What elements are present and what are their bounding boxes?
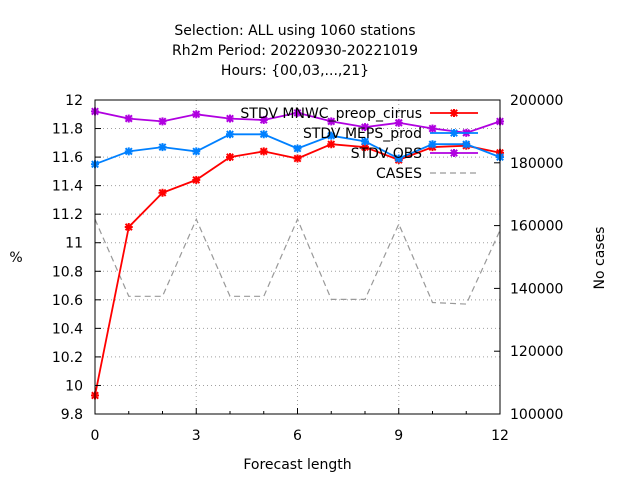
y-tick-label: 12 xyxy=(65,93,83,109)
data-point xyxy=(361,137,369,146)
data-point xyxy=(428,124,437,133)
x-axis-label: Forecast length xyxy=(243,457,351,473)
data-point xyxy=(327,117,336,126)
y2-tick-label: 160000 xyxy=(510,219,563,235)
x-tick-label: 6 xyxy=(293,428,302,444)
series-3 xyxy=(94,217,501,305)
y2-tick-label: 200000 xyxy=(510,93,563,109)
data-point xyxy=(293,144,302,153)
data-point xyxy=(259,130,268,139)
y2-tick-label: 120000 xyxy=(510,344,563,360)
data-point xyxy=(394,118,403,127)
y-tick-label: 11.4 xyxy=(52,179,83,195)
y-tick-label: 10.2 xyxy=(52,350,83,366)
legend: STDV MNWC_preop_cirrus STDV MEPS_prod STDV… xyxy=(240,106,478,182)
data-point xyxy=(293,154,302,163)
data-point xyxy=(226,114,234,123)
data-point xyxy=(124,114,133,123)
series-2 xyxy=(91,107,504,137)
title-line: Selection: ALL using 1060 stations xyxy=(174,23,415,39)
legend-marker xyxy=(450,149,458,157)
legend-label: STDV MNWC_preop_cirrus xyxy=(240,106,422,122)
data-point xyxy=(361,123,369,132)
y-tick-label: 10.6 xyxy=(52,293,83,309)
y-tick-label: 9.8 xyxy=(61,407,83,423)
y2-tick-label: 100000 xyxy=(510,407,563,423)
data-point xyxy=(192,175,201,184)
data-point xyxy=(158,143,167,152)
data-point xyxy=(259,147,268,156)
legend-label: CASES xyxy=(376,166,422,182)
legend-entry: STDV MEPS_prod xyxy=(303,126,478,142)
data-point xyxy=(428,140,437,149)
legend-entry: STDV OBS xyxy=(351,146,478,162)
y-tick-label: 10 xyxy=(65,378,83,394)
data-point xyxy=(158,188,167,197)
chart-title: Selection: ALL using 1060 stations Rh2m P… xyxy=(172,23,418,79)
legend-entry: CASES xyxy=(376,166,478,182)
legend-label: STDV MEPS_prod xyxy=(303,126,422,142)
axes: 9.8 10 10.2 10.4 10.6 10.8 11 11.2 11.4 11.6 11.8 1… xyxy=(52,93,564,444)
data-point xyxy=(293,108,302,117)
data-point xyxy=(259,115,268,124)
x-tick-label: 3 xyxy=(192,428,201,444)
title-line: Hours: {00,03,...,21} xyxy=(221,63,369,79)
data-point xyxy=(192,110,201,119)
legend-marker xyxy=(450,109,458,117)
legend-label: STDV OBS xyxy=(351,146,422,162)
y-tick-label: 11 xyxy=(65,236,83,252)
x-tick-label: 12 xyxy=(491,428,509,444)
series-area xyxy=(91,107,504,400)
y-tick-label: 11.6 xyxy=(52,150,83,166)
y-tick-label: 10.8 xyxy=(52,264,83,280)
series-line xyxy=(94,217,501,305)
y-tick-label: 10.4 xyxy=(52,321,83,337)
data-point xyxy=(327,131,336,140)
y2-tick-label: 140000 xyxy=(510,281,563,297)
series-line xyxy=(94,143,501,396)
y-tick-label: 11.8 xyxy=(52,122,83,138)
x-tick-label: 9 xyxy=(394,428,403,444)
data-point xyxy=(192,147,201,156)
data-point xyxy=(327,140,336,149)
data-point xyxy=(226,153,234,162)
series-1 xyxy=(91,130,504,169)
title-line: Rh2m Period: 20220930-20221019 xyxy=(172,43,418,59)
data-point xyxy=(158,117,167,126)
y2-tick-label: 180000 xyxy=(510,156,563,172)
y-tick-label: 11.2 xyxy=(52,207,83,223)
legend-marker xyxy=(450,129,458,137)
legend-entry: STDV MNWC_preop_cirrus xyxy=(240,106,478,122)
data-point xyxy=(462,140,471,149)
data-point xyxy=(394,154,403,163)
y2-axis-label: No cases xyxy=(592,227,608,290)
x-tick-label: 0 xyxy=(91,428,100,444)
data-point xyxy=(226,130,234,139)
data-point xyxy=(124,223,133,232)
data-point xyxy=(124,147,133,156)
y-axis-label: % xyxy=(9,250,22,266)
